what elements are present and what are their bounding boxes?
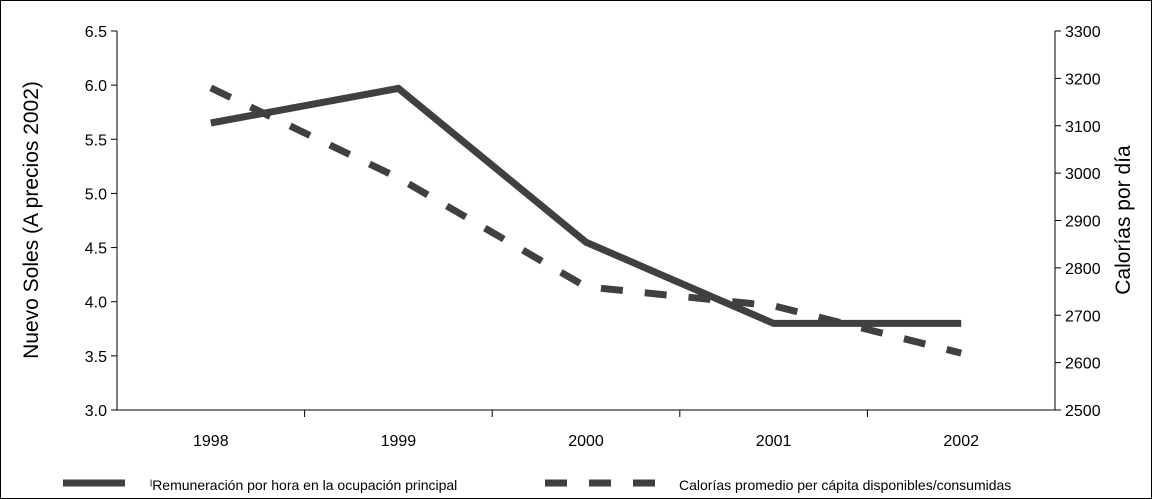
y2-axis-label: Calorías por día <box>1112 145 1135 295</box>
legend: ˡRemuneración por hora en la ocupación p… <box>63 477 1011 493</box>
y-tick-label: 6.0 <box>85 78 107 95</box>
y2-tick-label: 2800 <box>1065 261 1101 278</box>
y-axis-label: Nuevo Soles (A precios 2002) <box>20 81 43 359</box>
y-tick-label: 3.5 <box>85 349 107 366</box>
y2-tick-label: 3200 <box>1065 71 1101 88</box>
y2-tick-label: 2500 <box>1065 403 1101 420</box>
legend-label-remuneracion: ˡRemuneración por hora en la ocupación p… <box>150 477 457 493</box>
legend-label-calorias: Calorías promedio per cápita disponibles… <box>679 477 1011 493</box>
y2-tick-label: 3000 <box>1065 166 1101 183</box>
series-line-calorias <box>209 84 963 357</box>
y2-tick-label: 2900 <box>1065 214 1101 231</box>
x-tick-label: 2001 <box>756 433 792 450</box>
y-tick-label: 3.0 <box>85 403 107 420</box>
y2-tick-label: 3300 <box>1065 24 1101 41</box>
y-tick-label: 4.0 <box>85 295 107 312</box>
y-tick-label: 4.5 <box>85 241 107 258</box>
x-tick-label: 2000 <box>568 433 604 450</box>
x-tick-label: 1998 <box>193 433 229 450</box>
y-tick-label: 6.5 <box>85 24 107 41</box>
x-tick-label: 2002 <box>943 433 979 450</box>
y-tick-label: 5.0 <box>85 186 107 203</box>
y2-tick-label: 2700 <box>1065 308 1101 325</box>
x-tick-label: 1999 <box>381 433 417 450</box>
y2-tick-label: 2600 <box>1065 356 1101 373</box>
y-tick-label: 5.5 <box>85 132 107 149</box>
y2-tick-label: 3100 <box>1065 119 1101 136</box>
chart-axes: 3.0 3.5 4.0 4.5 5.0 5.5 6.0 6.5 2500 2600 2700 2800… <box>85 24 1101 450</box>
series-layer <box>209 84 963 357</box>
